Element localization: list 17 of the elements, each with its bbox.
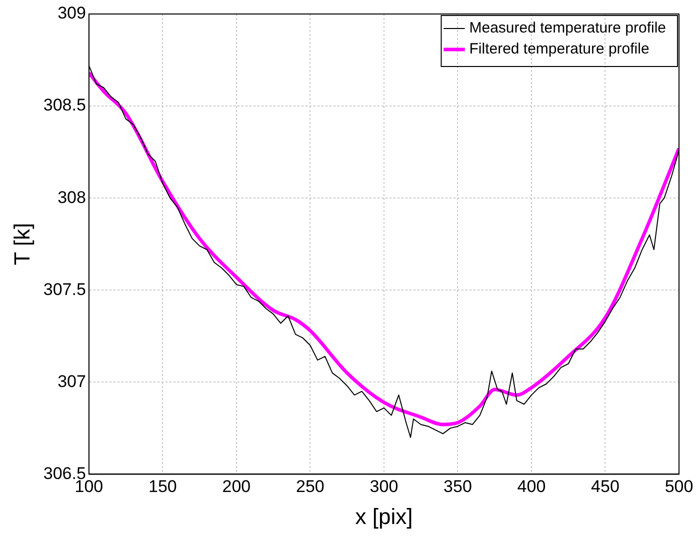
x-tick-label: 400 bbox=[517, 477, 546, 496]
x-tick-label: 250 bbox=[296, 477, 324, 496]
y-tick-label: 308 bbox=[58, 188, 86, 207]
x-tick-label: 150 bbox=[148, 477, 177, 496]
y-tick-label: 307.5 bbox=[43, 280, 86, 299]
x-axis-title: x [pix] bbox=[355, 504, 413, 529]
legend-label: Filtered temperature profile bbox=[469, 40, 650, 58]
x-tick-label: 500 bbox=[664, 477, 694, 496]
x-tick-label: 300 bbox=[370, 477, 398, 496]
y-tick-label: 308.5 bbox=[43, 96, 86, 115]
x-tick-label: 200 bbox=[222, 477, 251, 496]
legend-label: Measured temperature profile bbox=[469, 20, 666, 37]
y-tick-label: 309 bbox=[58, 4, 86, 23]
y-axis-title: T [k] bbox=[9, 222, 34, 266]
x-tick-label: 350 bbox=[444, 477, 472, 496]
x-tick-label: 450 bbox=[591, 477, 620, 496]
y-tick-label: 307 bbox=[58, 372, 86, 391]
